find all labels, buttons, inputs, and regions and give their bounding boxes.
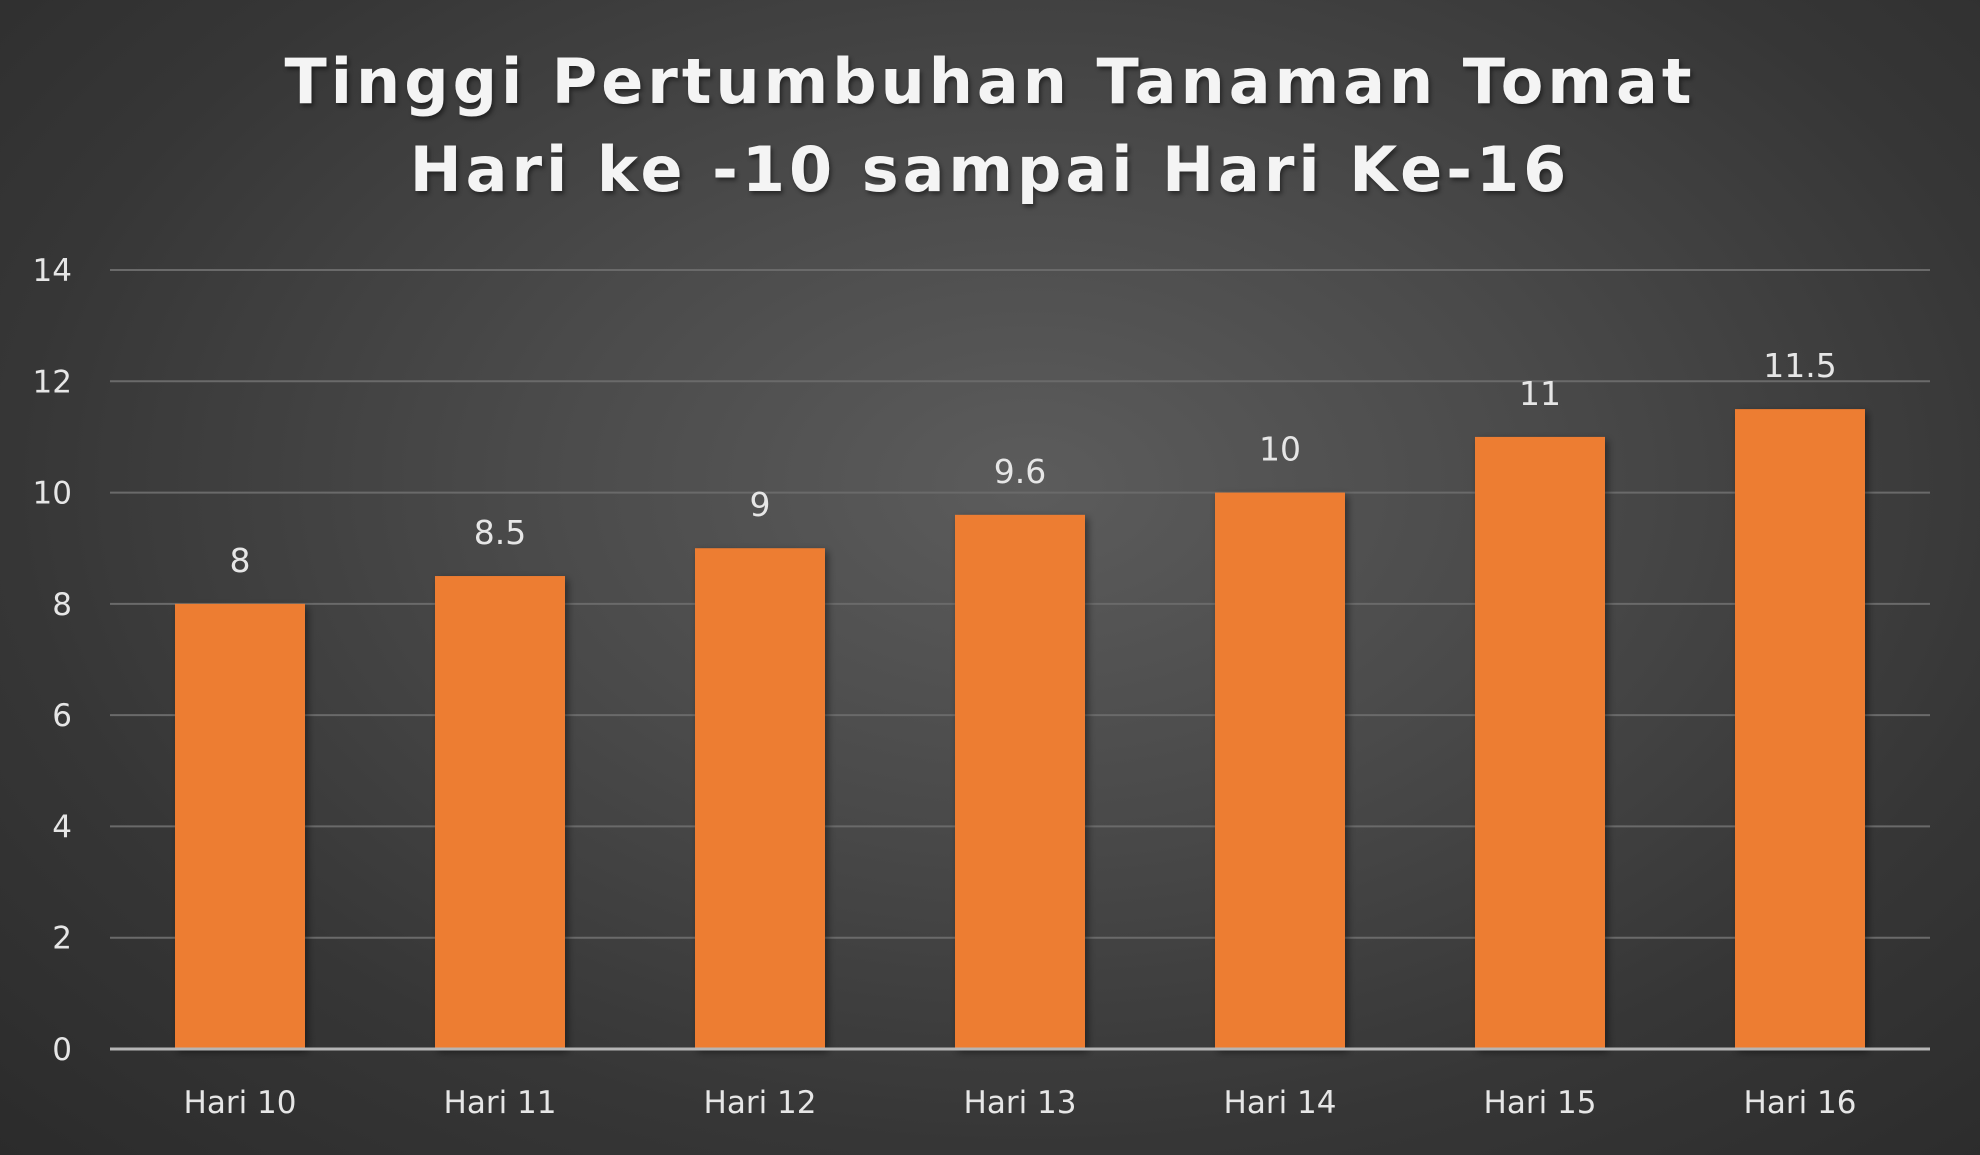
chart-title-line-1: Tinggi Pertumbuhan Tanaman Tomat xyxy=(284,45,1696,118)
data-label: 11.5 xyxy=(1763,346,1836,385)
bar xyxy=(1735,409,1865,1049)
x-tick-label: Hari 12 xyxy=(704,1085,817,1121)
chart-title: Tinggi Pertumbuhan Tanaman Tomat Hari ke… xyxy=(0,38,1980,214)
y-tick-label: 4 xyxy=(52,809,72,845)
data-label: 8 xyxy=(230,541,251,580)
bar xyxy=(435,576,565,1049)
data-label: 9 xyxy=(750,485,771,524)
chart-title-line-2: Hari ke -10 sampai Hari Ke-16 xyxy=(409,133,1571,206)
data-label: 11 xyxy=(1519,374,1561,413)
bar xyxy=(1475,436,1605,1049)
y-tick-label: 6 xyxy=(52,698,72,734)
x-tick-label: Hari 11 xyxy=(444,1085,557,1121)
y-tick-label: 12 xyxy=(33,364,72,400)
data-label: 8.5 xyxy=(474,513,526,552)
y-tick-label: 0 xyxy=(52,1032,72,1068)
bar xyxy=(175,603,305,1049)
x-tick-label: Hari 16 xyxy=(1744,1085,1857,1121)
y-tick-label: 10 xyxy=(33,476,72,512)
bar xyxy=(1215,492,1345,1050)
y-tick-label: 8 xyxy=(52,587,72,623)
bar xyxy=(955,514,1085,1049)
bar xyxy=(695,548,825,1049)
data-label: 10 xyxy=(1259,430,1301,469)
y-tick-label: 2 xyxy=(52,921,72,957)
y-tick-label: 14 xyxy=(33,253,72,289)
x-tick-label: Hari 13 xyxy=(964,1085,1077,1121)
x-tick-label: Hari 14 xyxy=(1224,1085,1337,1121)
x-tick-label: Hari 15 xyxy=(1484,1085,1597,1121)
data-label: 9.6 xyxy=(994,452,1046,491)
x-tick-label: Hari 10 xyxy=(184,1085,297,1121)
